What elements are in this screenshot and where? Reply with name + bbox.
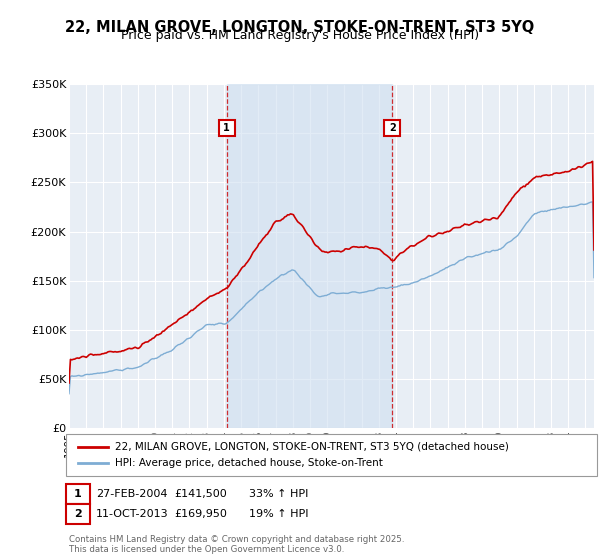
- Text: £169,950: £169,950: [174, 509, 227, 519]
- Text: 2: 2: [389, 123, 395, 133]
- Text: 2: 2: [74, 509, 82, 519]
- Text: 27-FEB-2004: 27-FEB-2004: [96, 489, 167, 499]
- Text: 33% ↑ HPI: 33% ↑ HPI: [249, 489, 308, 499]
- Text: 1: 1: [223, 123, 230, 133]
- Text: 11-OCT-2013: 11-OCT-2013: [96, 509, 169, 519]
- Bar: [227, 84, 392, 428]
- Text: Price paid vs. HM Land Registry's House Price Index (HPI): Price paid vs. HM Land Registry's House …: [121, 29, 479, 42]
- Text: £141,500: £141,500: [174, 489, 227, 499]
- Text: 22, MILAN GROVE, LONGTON, STOKE-ON-TRENT, ST3 5YQ (detached house): 22, MILAN GROVE, LONGTON, STOKE-ON-TRENT…: [115, 442, 509, 452]
- Text: 19% ↑ HPI: 19% ↑ HPI: [249, 509, 308, 519]
- Text: HPI: Average price, detached house, Stoke-on-Trent: HPI: Average price, detached house, Stok…: [115, 458, 383, 468]
- Text: 1: 1: [74, 489, 82, 499]
- Text: 22, MILAN GROVE, LONGTON, STOKE-ON-TRENT, ST3 5YQ: 22, MILAN GROVE, LONGTON, STOKE-ON-TRENT…: [65, 20, 535, 35]
- Text: Contains HM Land Registry data © Crown copyright and database right 2025.
This d: Contains HM Land Registry data © Crown c…: [69, 535, 404, 554]
